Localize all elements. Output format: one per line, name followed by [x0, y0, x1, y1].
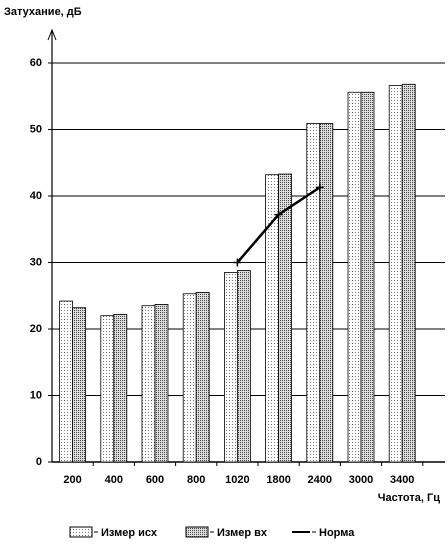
bar [59, 300, 73, 463]
x-tick-label: 800 [187, 474, 205, 486]
y-tick-label: 20 [30, 323, 42, 335]
bar [182, 293, 197, 463]
y-tick-label: 50 [30, 123, 42, 135]
legend-swatch [69, 526, 93, 538]
legend-label: Норма [319, 527, 355, 539]
bar [141, 305, 156, 463]
y-tick-label: 30 [30, 256, 42, 268]
y-tick-label: 60 [30, 57, 42, 69]
y-tick-label: 0 [36, 456, 42, 468]
x-tick-label: 1020 [225, 474, 249, 486]
bar [347, 91, 362, 463]
x-tick-label: 400 [105, 474, 123, 486]
x-tick-label: 2400 [308, 474, 332, 486]
legend-label: Измер исх [101, 527, 158, 539]
bar [360, 91, 375, 463]
y-tick-label: 40 [30, 190, 42, 202]
bar [306, 123, 321, 463]
bar [401, 83, 416, 463]
line-marker [233, 258, 242, 267]
line-marker [274, 210, 283, 219]
bar [278, 173, 293, 463]
x-tick-label: 1800 [266, 474, 290, 486]
bar [72, 307, 86, 463]
x-tick-label: 3400 [390, 474, 414, 486]
bar [154, 303, 169, 463]
legend-swatch [185, 526, 209, 538]
y-tick-label: 10 [30, 389, 42, 401]
x-axis-label: Частота, Гц [378, 492, 441, 504]
y-axis-arrow [47, 28, 57, 41]
legend-label: Измер вх [217, 527, 268, 539]
bar [388, 85, 403, 463]
line-marker [315, 183, 324, 192]
x-tick-label: 3000 [349, 474, 373, 486]
x-tick-label: 200 [63, 474, 81, 486]
bar [195, 292, 210, 463]
bar [100, 315, 115, 463]
bar [223, 272, 238, 463]
x-tick-label: 600 [146, 474, 164, 486]
bar [113, 313, 128, 463]
bar [236, 270, 251, 463]
chart-title: Затухание, дБ [4, 6, 82, 18]
bar [319, 123, 334, 463]
